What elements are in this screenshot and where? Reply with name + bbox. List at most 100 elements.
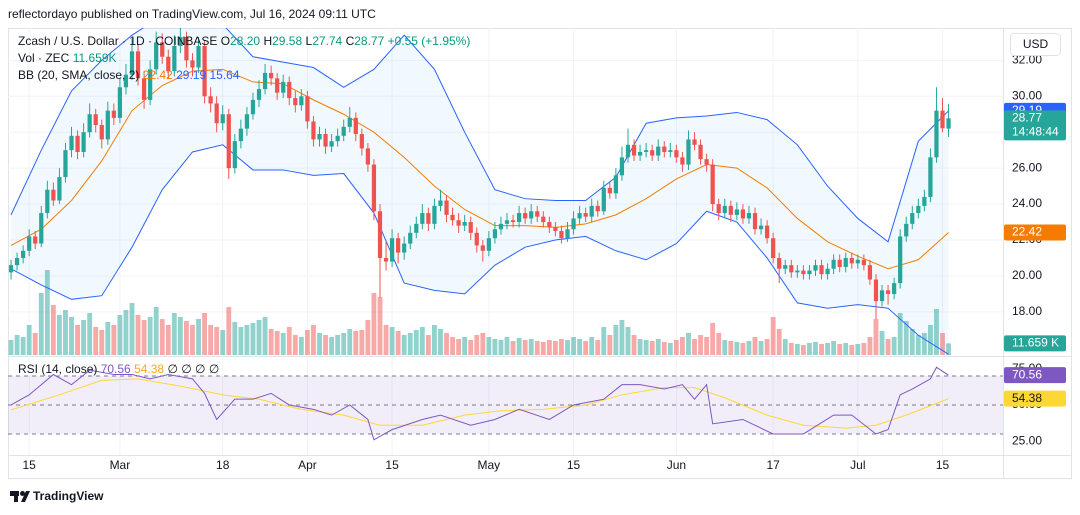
candle-body <box>69 135 74 151</box>
rsi-ma-tag-text: 54.38 <box>1012 391 1042 405</box>
candle-body <box>256 89 262 100</box>
volume-bar <box>571 337 576 355</box>
candle-body <box>486 238 491 251</box>
rsi-tag-box <box>1004 367 1066 384</box>
ohlc-key: C <box>346 34 355 48</box>
candle-body <box>426 213 431 224</box>
candle-body <box>299 96 304 106</box>
volume-bar <box>111 325 117 355</box>
currency-label[interactable]: USD <box>1023 37 1049 51</box>
volume-bar <box>673 340 679 355</box>
volume-bar <box>141 320 147 355</box>
candle-body <box>849 257 854 264</box>
volume-bar <box>474 335 480 355</box>
ohlc-value: 29.58 <box>272 34 302 48</box>
candle-body <box>722 205 727 214</box>
candle-body <box>571 218 576 230</box>
volume-bar <box>855 344 861 355</box>
candle-body <box>934 110 939 158</box>
volume-bar <box>129 303 135 355</box>
candle-body <box>359 134 364 149</box>
bb-lower <box>10 144 949 355</box>
volume-bar <box>268 329 274 355</box>
candle-body <box>178 36 183 46</box>
volume-bar <box>202 313 207 355</box>
bb-basis-tag-text: 22.42 <box>1012 225 1042 239</box>
volume-bar <box>50 305 56 355</box>
candle-body <box>281 81 286 93</box>
volume-bar <box>432 325 437 355</box>
volume-bar <box>456 339 462 355</box>
candle-body <box>825 268 830 275</box>
volume-bar <box>214 327 220 355</box>
volume-bar <box>758 341 764 355</box>
volume-bar <box>177 317 183 355</box>
volume-bar <box>522 340 528 355</box>
volume-bar <box>347 329 353 355</box>
candle-body <box>202 45 207 97</box>
volume-bar <box>819 344 824 355</box>
candle-body <box>535 211 540 217</box>
candle-body <box>383 257 389 262</box>
volume-bar <box>171 313 177 355</box>
volume-bar <box>208 325 214 355</box>
legend: Zcash / U.S. Dollar · 1D · COINBASE O28.… <box>18 34 470 376</box>
rsi-extra: ∅ <box>209 362 219 376</box>
candle-body <box>87 114 92 133</box>
rsi-tick-label: 25.00 <box>1012 433 1042 447</box>
candle-body <box>105 110 110 140</box>
volume-bar <box>359 330 365 355</box>
candle-body <box>777 257 782 269</box>
volume-bar <box>940 333 945 355</box>
candle-body <box>764 225 770 239</box>
price-tag-box <box>1004 110 1066 141</box>
candle-body <box>583 213 588 217</box>
candle-body <box>347 117 352 127</box>
x-tick-label: Jul <box>850 458 865 472</box>
currency-button-frame[interactable] <box>1010 33 1061 56</box>
candle-body <box>317 134 322 140</box>
candle-body <box>27 236 32 251</box>
candle-body <box>474 232 479 246</box>
candle-body <box>238 128 243 142</box>
bb-basis-value: 22.42 <box>143 68 173 82</box>
volume-bar <box>238 327 244 355</box>
candle-body <box>232 141 237 169</box>
candle-body <box>377 211 383 258</box>
candle-body <box>553 227 558 232</box>
candle-body <box>166 56 171 72</box>
volume-bar <box>462 337 468 355</box>
volume-bar <box>746 341 752 355</box>
candle-body <box>148 69 153 100</box>
volume-bar <box>262 317 268 355</box>
volume-bar <box>413 330 419 355</box>
volume-bar <box>861 343 867 355</box>
volume-bar <box>93 327 99 355</box>
bb-legend: BB (20, SMA, close, 2) 22.42 29.19 15.64 <box>18 68 240 82</box>
volume-bar <box>837 344 843 355</box>
candle-body <box>305 96 310 122</box>
candle-body <box>819 265 824 275</box>
volume-bar <box>389 327 395 355</box>
candle-body <box>650 150 655 156</box>
volume-bar <box>692 339 697 355</box>
volume-bar <box>510 341 516 355</box>
candle-body <box>208 96 213 104</box>
x-tick-label: Jun <box>667 458 686 472</box>
volume-bar <box>190 325 195 355</box>
candle-body <box>516 213 522 223</box>
rsi-line <box>10 366 949 441</box>
candle-body <box>311 121 316 140</box>
publisher-line: reflectordayo published on TradingView.c… <box>8 7 376 21</box>
x-tick-label: Mar <box>110 458 131 472</box>
candle-body <box>244 114 250 129</box>
logo-dot <box>20 491 25 496</box>
candle-body <box>111 110 116 118</box>
candle-body <box>323 134 328 147</box>
currency-button[interactable]: USD <box>1010 33 1061 56</box>
candle-body <box>93 114 98 126</box>
candle-body <box>341 126 346 136</box>
volume-bar <box>698 335 703 355</box>
bb-basis <box>10 68 949 270</box>
candle-body <box>33 236 38 244</box>
